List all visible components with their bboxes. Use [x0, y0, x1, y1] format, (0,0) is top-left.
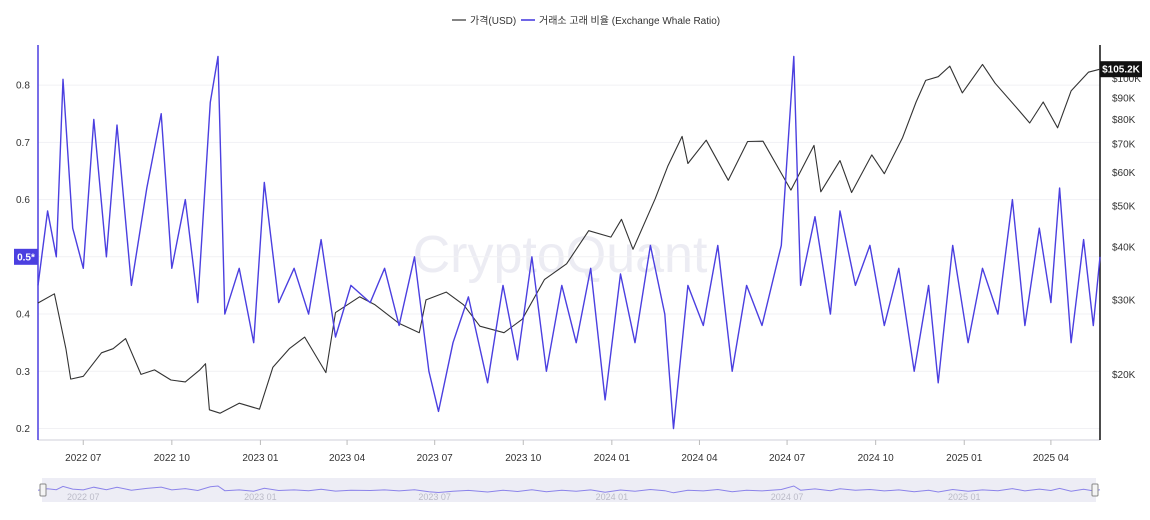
x-tick-label: 2025 01: [946, 453, 983, 464]
range-navigator[interactable]: 2022 07 2023 01 2023 07 2024 01 2024 07 2025 …: [37, 478, 1101, 502]
y-right-marker-label: $105.2K: [1102, 65, 1141, 76]
navigator-handle-left[interactable]: [39, 483, 47, 497]
x-tick-label: 2025 04: [1033, 453, 1070, 464]
y-right-tick-label: $70K: [1112, 140, 1136, 151]
legend-price-label: 가격(USD): [470, 14, 516, 27]
navigator-tick-label: 2023 07: [418, 492, 451, 502]
x-tick-label: 2024 07: [769, 453, 806, 464]
y-left-tick-label: 0.3: [16, 367, 30, 378]
y-left-tick-label: 0.2: [16, 424, 30, 435]
plot-area[interactable]: [37, 55, 1101, 430]
navigator-tick-label: 2022 07: [67, 492, 100, 502]
whale-ratio-line[interactable]: [37, 55, 1101, 430]
y-left-tick-label: 0.4: [16, 310, 30, 321]
navigator-handle-right[interactable]: [1091, 483, 1099, 497]
y-left-tick-label: 0.8: [16, 81, 30, 92]
y-left-tick-label: 0.7: [16, 138, 30, 149]
x-tick-label: 2023 10: [505, 453, 542, 464]
y-right-tick-label: $30K: [1112, 295, 1136, 306]
y-left-tick-label: 0.6: [16, 195, 30, 206]
x-tick-label: 2024 04: [681, 453, 718, 464]
navigator-track[interactable]: [42, 478, 1096, 502]
y-right-tick-label: $40K: [1112, 242, 1136, 253]
y-left-marker-label: 0.5*: [17, 252, 35, 263]
navigator-tick-label: 2025 01: [948, 492, 981, 502]
y-right-tick-label: $100K: [1112, 74, 1141, 85]
x-axis: 2022 07 2022 10 2023 01 2023 04 2023 07 2023 …: [38, 439, 1100, 464]
x-tick-label: 2023 01: [242, 453, 279, 464]
navigator-tick-label: 2024 07: [771, 492, 804, 502]
navigator-tick-label: 2024 01: [596, 492, 629, 502]
legend-whale-label: 거래소 고래 비율 (Exchange Whale Ratio): [539, 15, 720, 27]
x-tick-label: 2022 10: [154, 453, 191, 464]
y-right-tick-label: $50K: [1112, 201, 1136, 212]
y-axis-right: $20K $30K $40K $50K $60K $70K $80K $90K $100K: [1099, 45, 1141, 440]
axis-markers: 0.5* $105.2K: [14, 61, 1142, 265]
x-tick-label: 2024 10: [858, 453, 895, 464]
y-right-tick-label: $60K: [1112, 168, 1136, 179]
x-tick-label: 2023 07: [417, 453, 454, 464]
watermark: CryptoQuant: [413, 226, 708, 284]
x-tick-label: 2022 07: [65, 453, 102, 464]
y-axis-left: 0.2 0.3 0.4 0.6 0.7 0.8: [16, 45, 39, 440]
y-right-tick-label: $20K: [1112, 370, 1136, 381]
y-left-marker-badge: [14, 248, 38, 265]
y-right-tick-label: $80K: [1112, 115, 1136, 126]
navigator-series: [37, 485, 1101, 494]
y-right-marker-badge: [1100, 61, 1142, 78]
x-tick-label: 2024 01: [594, 453, 631, 464]
x-tick-label: 2023 04: [329, 453, 366, 464]
legend[interactable]: 가격(USD) 거래소 고래 비율 (Exchange Whale Ratio): [452, 14, 720, 27]
navigator-tick-label: 2023 01: [244, 492, 277, 502]
y-right-tick-label: $90K: [1112, 93, 1136, 104]
price-line[interactable]: [37, 63, 1101, 414]
gridlines: [38, 84, 1100, 430]
